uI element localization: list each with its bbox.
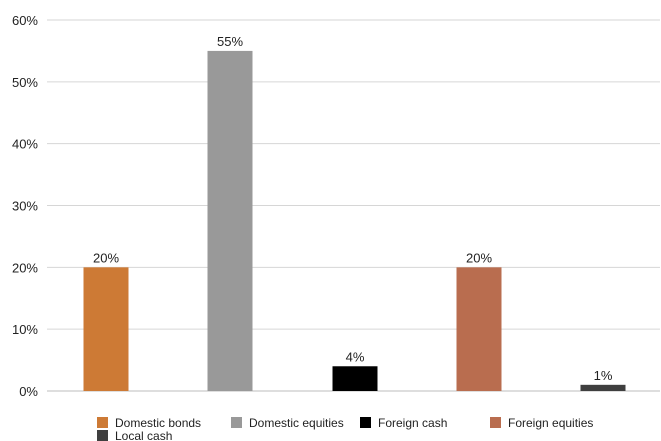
bar-foreign-equities <box>456 267 502 391</box>
y-tick-label: 50% <box>12 75 38 90</box>
bar-foreign-cash <box>332 366 378 391</box>
legend-swatch <box>97 430 108 441</box>
bar-domestic-equities <box>207 50 253 392</box>
legend-label: Local cash <box>115 429 172 441</box>
y-tick-label: 20% <box>12 260 38 275</box>
gridlines <box>47 19 660 392</box>
legend-swatch <box>231 417 242 428</box>
y-tick-label: 60% <box>12 13 38 28</box>
y-tick-label: 0% <box>19 384 38 399</box>
legend-swatch <box>360 417 371 428</box>
bars <box>83 50 626 392</box>
legend-swatch <box>490 417 501 428</box>
legend-label: Domestic bonds <box>115 416 201 430</box>
y-tick-label: 10% <box>12 322 38 337</box>
y-tick-label: 30% <box>12 199 38 214</box>
data-label: 1% <box>594 368 613 383</box>
legend-swatch <box>97 417 108 428</box>
legend-label: Domestic equities <box>249 416 344 430</box>
data-labels: 20% 55% 4% 20% 1% <box>93 34 613 383</box>
y-tick-label: 40% <box>12 137 38 152</box>
data-label: 4% <box>346 349 365 364</box>
bar-domestic-bonds <box>83 267 129 391</box>
data-label: 20% <box>93 250 119 265</box>
legend-label: Foreign cash <box>378 416 447 430</box>
data-label: 20% <box>466 250 492 265</box>
legend: Domestic bonds Domestic equities Foreign c… <box>97 416 593 441</box>
legend-label: Foreign equities <box>508 416 593 430</box>
y-axis-tick-labels: 0% 10% 20% 30% 40% 50% 60% <box>12 13 38 399</box>
bar-local-cash <box>580 384 626 391</box>
data-label: 55% <box>217 34 243 49</box>
